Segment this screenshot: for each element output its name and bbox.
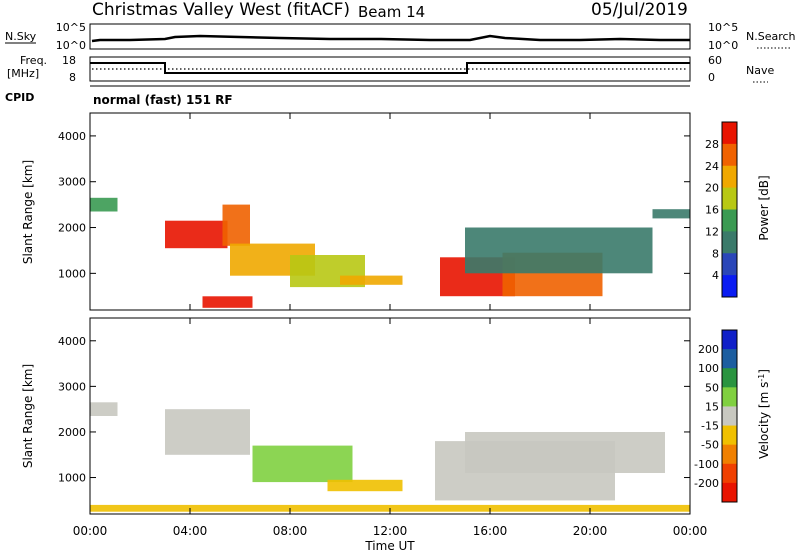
nsky-tick-top: 10^5 <box>56 21 86 34</box>
velocity-colorbar-swatch <box>722 444 737 465</box>
nave-tick-bottom: 0 <box>708 71 715 84</box>
velocity-echo-region <box>165 409 250 455</box>
power-colorbar-swatch <box>722 253 737 276</box>
velocity-colorbar-label: Velocity [m s-1] <box>757 369 771 459</box>
velocity-colorbar-swatch <box>722 482 737 503</box>
freq-label-line1: Freq. <box>20 54 47 67</box>
nsky-trace <box>91 34 690 43</box>
power-echo-region <box>165 220 228 249</box>
freq-tick-bottom: 8 <box>69 71 76 84</box>
power-colorbar-swatch <box>722 187 737 210</box>
velocity-data-layer <box>90 402 690 512</box>
nave-tick-top: 60 <box>708 54 722 67</box>
cpid-label: CPID <box>5 91 34 104</box>
power-colorbar-swatch <box>722 143 737 167</box>
velocity-colorbar-tick: 15 <box>705 400 719 413</box>
nsky-label: N.Sky <box>5 30 37 43</box>
velocity-colorbar-tick: -15 <box>701 420 719 433</box>
velocity-y-axis: 1000 2000 3000 4000 <box>58 335 690 485</box>
velocity-colorbar-tick: -100 <box>694 458 719 471</box>
cpid-value: normal (fast) 151 RF <box>93 93 233 107</box>
velocity-colorbar: 200 100 50 15 -15 -50 -100 -200 <box>694 329 738 503</box>
power-echo-region <box>652 209 690 219</box>
velocity-colorbar-tick: -200 <box>694 477 719 490</box>
velocity-colorbar-tick: 100 <box>698 362 719 375</box>
y-tick-label: 4000 <box>58 335 86 348</box>
velocity-colorbar-tick: -50 <box>701 439 719 452</box>
x-tick-label: 16:00 <box>473 524 508 538</box>
velocity-y-axis-title: Slant Range [km] <box>21 364 35 468</box>
power-echo-region <box>340 275 403 285</box>
velocity-colorbar-label-text: Velocity [m s <box>757 382 771 459</box>
velocity-echo-region <box>465 432 665 473</box>
x-tick-label: 00:00 <box>673 524 708 538</box>
nsky-panel-frame <box>89 23 691 50</box>
velocity-colorbar-swatch <box>722 425 737 446</box>
power-echo-region <box>222 204 250 246</box>
velocity-colorbar-swatch <box>722 387 737 407</box>
power-colorbar-swatch <box>722 122 737 145</box>
power-colorbar-swatch <box>722 275 737 298</box>
power-colorbar-label: Power [dB] <box>757 175 771 240</box>
power-colorbar-frame <box>721 121 738 298</box>
y-tick-label: 1000 <box>58 267 86 280</box>
power-colorbar-tick: 12 <box>705 225 719 238</box>
power-y-axis-title: Slant Range [km] <box>21 160 35 264</box>
velocity-echo-region <box>252 445 353 483</box>
velocity-colorbar-label-end: ] <box>757 369 771 374</box>
y-tick-label: 2000 <box>58 222 86 235</box>
velocity-colorbar-swatch <box>722 349 737 369</box>
power-colorbar-swatch <box>722 165 737 189</box>
velocity-colorbar-swatch <box>722 406 737 427</box>
y-tick-label: 3000 <box>58 380 86 393</box>
velocity-colorbar-label-sup: -1 <box>757 374 766 382</box>
x-tick-label: 08:00 <box>273 524 308 538</box>
nsearch-label: N.Search <box>746 30 796 43</box>
power-colorbar-tick: 16 <box>705 204 719 217</box>
x-axis-title: Time UT <box>364 539 415 553</box>
power-colorbar-tick: 4 <box>712 269 719 282</box>
power-colorbar: 4 8 12 16 20 24 28 <box>705 121 738 298</box>
velocity-colorbar-tick: 50 <box>705 381 719 394</box>
x-tick-label: 00:00 <box>73 524 108 538</box>
nave-label: Nave <box>746 64 774 77</box>
x-tick-label: 20:00 <box>573 524 608 538</box>
power-colorbar-tick: 8 <box>712 247 719 260</box>
x-tick-label: 12:00 <box>373 524 408 538</box>
y-tick-label: 3000 <box>58 176 86 189</box>
power-echo-region <box>465 227 653 274</box>
power-colorbar-swatch <box>722 231 737 254</box>
nsearch-tick-bottom: 10^0 <box>708 39 738 52</box>
x-tick-label: 04:00 <box>173 524 208 538</box>
date-label: 05/Jul/2019 <box>591 0 688 20</box>
power-data-layer <box>90 197 690 308</box>
freq-panel-frame <box>89 56 691 82</box>
beam-label: Beam 14 <box>358 3 425 21</box>
nsearch-tick-top: 10^5 <box>708 21 738 34</box>
y-tick-label: 1000 <box>58 472 86 485</box>
velocity-colorbar-tick: 200 <box>698 343 719 356</box>
power-colorbar-tick: 24 <box>705 160 719 173</box>
y-tick-label: 4000 <box>58 130 86 143</box>
power-echo-region <box>202 296 253 308</box>
nsky-tick-bottom: 10^0 <box>56 39 86 52</box>
velocity-colorbar-swatch <box>722 330 737 350</box>
freq-trace <box>90 62 690 74</box>
y-tick-label: 2000 <box>58 426 86 439</box>
power-y-axis: 1000 2000 3000 4000 <box>58 130 690 280</box>
velocity-echo-region <box>327 479 403 492</box>
time-x-axis: 00:00 04:00 08:00 12:00 16:00 20:00 00:00 <box>73 113 708 538</box>
freq-label-line2: [MHz] <box>7 67 39 80</box>
velocity-echo-region <box>90 402 118 416</box>
velocity-colorbar-swatch <box>722 368 737 388</box>
velocity-colorbar-frame <box>721 329 738 503</box>
power-colorbar-swatch <box>722 209 737 232</box>
power-colorbar-tick: 20 <box>705 182 719 195</box>
velocity-colorbar-swatch <box>722 463 737 484</box>
power-colorbar-tick: 28 <box>705 138 719 151</box>
freq-tick-top: 18 <box>62 54 76 67</box>
plot-title: Christmas Valley West (fitACF) <box>92 0 350 20</box>
power-echo-region <box>90 197 118 212</box>
